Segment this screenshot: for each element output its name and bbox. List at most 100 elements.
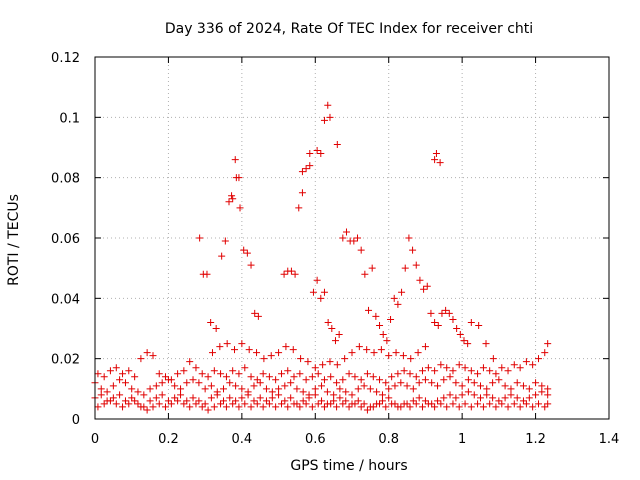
data-point: [541, 349, 549, 357]
data-point: [121, 379, 129, 387]
data-point: [306, 150, 314, 158]
data-point: [519, 382, 527, 390]
data-point: [195, 379, 203, 387]
data-point: [212, 325, 220, 332]
data-point: [298, 189, 306, 197]
data-point: [525, 394, 533, 402]
data-point: [323, 388, 331, 396]
data-point: [161, 373, 169, 381]
data-point: [247, 403, 255, 411]
data-point: [201, 400, 209, 408]
data-point: [223, 340, 231, 348]
data-point: [483, 385, 491, 393]
data-point: [116, 376, 124, 384]
data-point: [486, 367, 494, 375]
data-point: [229, 195, 237, 203]
data-point: [400, 367, 408, 375]
data-point: [409, 385, 417, 393]
data-point: [253, 400, 261, 408]
y-tick-label: 0: [72, 413, 80, 428]
data-point: [149, 403, 157, 411]
data-point: [250, 382, 258, 390]
data-point: [339, 376, 347, 384]
data-point: [253, 349, 261, 357]
data-point: [106, 367, 114, 375]
data-point: [544, 391, 552, 399]
data-point: [183, 379, 191, 387]
data-point: [458, 391, 466, 399]
data-point: [456, 331, 464, 339]
data-point: [366, 385, 374, 393]
data-point: [308, 373, 316, 381]
data-point: [177, 385, 185, 393]
data-point: [241, 364, 249, 372]
data-point: [275, 391, 283, 399]
data-point: [289, 346, 297, 354]
data-point: [335, 331, 343, 339]
data-point: [369, 373, 377, 381]
x-axis-title: GPS time / hours: [290, 458, 407, 474]
data-point: [189, 394, 197, 402]
data-point: [272, 403, 280, 411]
data-point: [311, 391, 319, 399]
data-point: [482, 340, 490, 348]
data-point: [302, 400, 310, 408]
data-point: [438, 309, 446, 317]
data-point: [198, 370, 206, 378]
data-point: [474, 370, 482, 378]
data-point: [320, 116, 328, 124]
data-point: [216, 343, 224, 351]
data-point: [475, 321, 483, 329]
data-point: [354, 385, 362, 393]
data-point: [296, 403, 304, 411]
data-point: [287, 394, 295, 402]
data-point: [405, 234, 413, 242]
data-point: [247, 261, 255, 269]
data-point: [143, 406, 151, 414]
data-point: [326, 113, 334, 121]
data-point: [449, 315, 457, 323]
data-point: [431, 367, 439, 375]
data-point: [317, 294, 325, 302]
data-point: [259, 403, 267, 411]
data-point: [342, 397, 350, 405]
data-point: [421, 376, 429, 384]
data-point: [437, 361, 445, 369]
data-point: [522, 400, 530, 408]
data-point: [412, 261, 420, 269]
data-point: [167, 376, 175, 384]
y-tick-label: 0.06: [51, 232, 80, 247]
data-point: [507, 385, 515, 393]
data-point: [477, 382, 484, 390]
data-point: [287, 379, 295, 387]
data-point: [213, 391, 221, 399]
data-point: [210, 367, 218, 375]
data-point: [262, 397, 270, 405]
data-point: [238, 340, 246, 348]
data-point: [241, 400, 249, 408]
data-point: [498, 364, 506, 372]
data-point: [370, 349, 378, 357]
data-point: [180, 367, 188, 375]
data-point: [146, 385, 154, 393]
data-point: [455, 361, 463, 369]
data-point: [119, 370, 127, 378]
data-point: [522, 358, 530, 366]
data-point: [504, 403, 512, 411]
data-point: [94, 403, 102, 411]
data-point: [217, 400, 225, 408]
data-point: [510, 361, 518, 369]
data-point: [235, 370, 243, 378]
data-point: [427, 309, 435, 317]
data-point: [467, 367, 475, 375]
data-point: [336, 385, 344, 393]
data-point: [474, 400, 482, 408]
data-point: [434, 382, 442, 390]
data-point: [109, 394, 117, 402]
data-point: [414, 349, 422, 357]
data-point: [97, 385, 105, 393]
data-point: [464, 340, 472, 348]
data-point: [180, 400, 188, 408]
data-point: [196, 234, 204, 242]
data-point: [268, 388, 276, 396]
